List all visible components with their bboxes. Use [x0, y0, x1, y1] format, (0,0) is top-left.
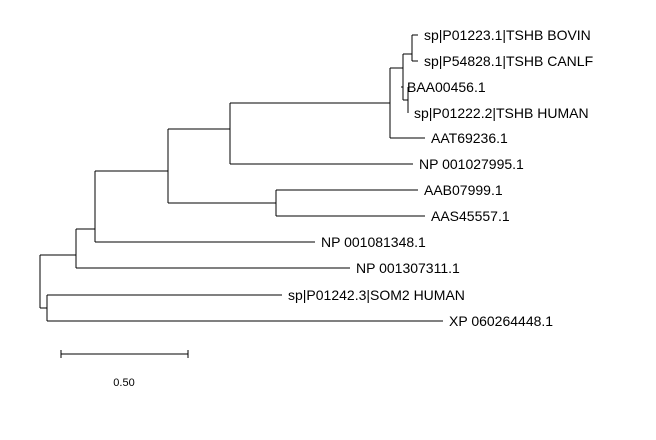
leaf-label-aab07999: AAB07999.1 — [424, 182, 503, 198]
leaf-label-np-001081348: NP 001081348.1 — [321, 234, 426, 250]
leaf-label-tshb-human: sp|P01222.2|TSHB HUMAN — [414, 105, 589, 121]
leaf-label-tshb-bovin: sp|P01223.1|TSHB BOVIN — [424, 27, 591, 43]
leaf-label-aat69236: AAT69236.1 — [431, 130, 508, 146]
leaf-label-som2-human: sp|P01242.3|SOM2 HUMAN — [288, 287, 465, 303]
tree-branches — [39, 34, 443, 322]
taxon-labels: sp|P01223.1|TSHB BOVIN sp|P54828.1|TSHB … — [288, 27, 593, 329]
leaf-label-aas45557: AAS45557.1 — [431, 208, 510, 224]
leaf-label-baa00456: BAA00456.1 — [407, 79, 486, 95]
scale-bar-label: 0.50 — [113, 377, 134, 389]
leaf-label-xp-060264448: XP 060264448.1 — [449, 313, 553, 329]
scale-bar: 0.50 — [60, 350, 189, 389]
leaf-label-np-001307311: NP 001307311.1 — [356, 260, 460, 276]
leaf-label-np-001027995: NP 001027995.1 — [419, 156, 524, 172]
leaf-label-tshb-canlf: sp|P54828.1|TSHB CANLF — [424, 53, 593, 69]
